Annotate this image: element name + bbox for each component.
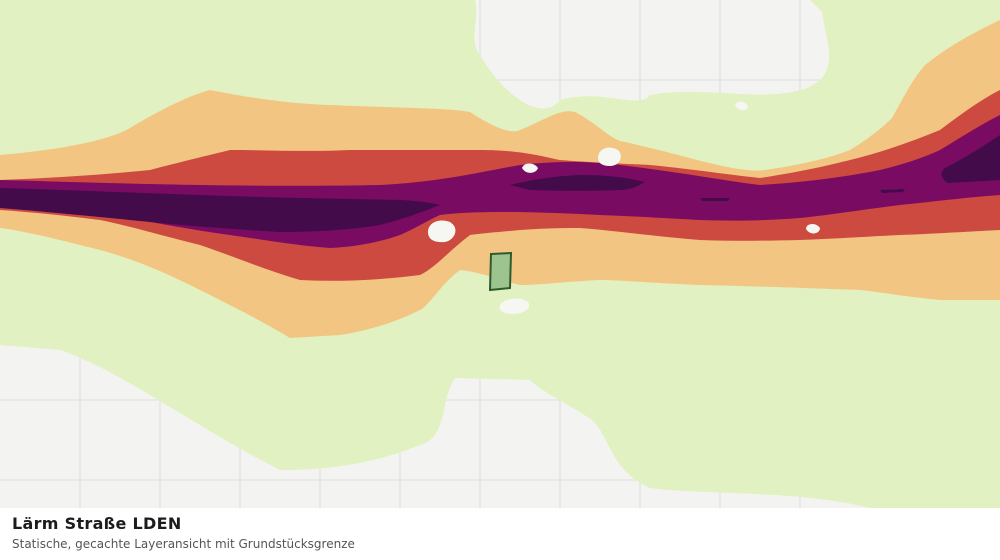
- caption-bar: Lärm Straße LDEN Statische, gecachte Lay…: [0, 508, 1000, 560]
- noise-zone-extreme: [0, 135, 1000, 232]
- parcel-boundary: [488, 251, 513, 292]
- noise-gaps: [428, 101, 820, 314]
- map-title: Lärm Straße LDEN: [12, 514, 182, 533]
- noise-map: [0, 0, 1000, 508]
- map-subtitle: Statische, gecachte Layeransicht mit Gru…: [12, 537, 355, 551]
